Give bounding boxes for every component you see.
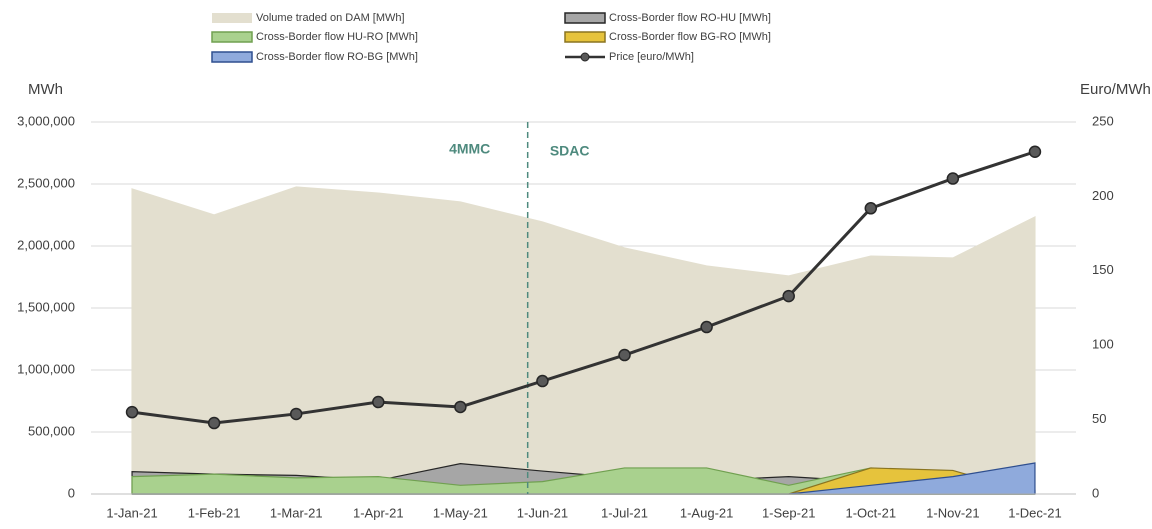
- price-line: [131, 150, 1036, 425]
- x-tick-label: 1-Sep-21: [762, 505, 815, 520]
- x-tick-label: 1-Nov-21: [926, 505, 979, 520]
- price-marker: [454, 400, 467, 414]
- price-marker: [207, 416, 221, 430]
- legend-label: Cross-Border flow BG-RO [MWh]: [609, 31, 771, 43]
- y-tick-label: 0: [68, 485, 75, 500]
- annotation: 4MMC: [449, 141, 490, 157]
- legend-swatch: [564, 31, 606, 43]
- y2-tick-label: 0: [1092, 485, 1099, 500]
- legend-swatch: [212, 13, 252, 23]
- legend-swatch: [580, 52, 590, 62]
- y2-tick-label: 200: [1092, 188, 1114, 203]
- y-tick-label: 1,500,000: [17, 299, 75, 314]
- legend-label: Volume traded on DAM [MWh]: [256, 12, 405, 24]
- price-marker: [782, 289, 795, 303]
- x-tick-label: 1-Aug-21: [680, 505, 733, 520]
- x-tick-label: 1-Feb-21: [188, 505, 241, 520]
- y-tick-label: 3,000,000: [17, 113, 75, 128]
- y2-tick-label: 150: [1092, 262, 1114, 277]
- y2-axis-title: Euro/MWh: [1080, 81, 1151, 98]
- price-marker: [125, 405, 139, 419]
- legend-label: Cross-Border flow RO-BG [MWh]: [256, 51, 418, 63]
- x-tick-label: 1-Dec-21: [1008, 505, 1061, 520]
- legend-swatch: [211, 31, 253, 43]
- price-marker: [1028, 145, 1042, 159]
- x-tick-label: 1-Jul-21: [601, 505, 648, 520]
- y2-tick-label: 50: [1092, 411, 1106, 426]
- y-tick-label: 2,000,000: [17, 237, 75, 252]
- price-marker: [618, 348, 631, 362]
- y2-tick-label: 100: [1092, 337, 1114, 352]
- y2-tick-label: 250: [1092, 113, 1114, 128]
- area: [131, 186, 1036, 495]
- y-tick-label: 2,500,000: [17, 175, 75, 190]
- price-marker: [536, 374, 549, 388]
- price-marker: [372, 395, 385, 409]
- legend-label: Cross-Border flow RO-HU [MWh]: [609, 12, 771, 24]
- x-tick-label: 1-May-21: [433, 505, 488, 520]
- x-tick-label: 1-Apr-21: [353, 505, 404, 520]
- price-marker: [946, 172, 960, 185]
- y-tick-label: 500,000: [28, 423, 75, 438]
- legend-label: Price [euro/MWh]: [609, 51, 694, 63]
- y-tick-label: 1,000,000: [17, 361, 75, 376]
- x-tick-label: 1-Oct-21: [846, 505, 897, 520]
- price-marker: [700, 320, 713, 334]
- x-tick-label: 1-Mar-21: [270, 505, 323, 520]
- legend-swatch: [211, 51, 253, 63]
- legend-swatch: [564, 12, 606, 24]
- legend-label: Cross-Border flow HU-RO [MWh]: [256, 31, 418, 43]
- x-tick-label: 1-Jan-21: [106, 505, 157, 520]
- annotation: SDAC: [550, 143, 590, 159]
- price-marker: [864, 202, 878, 215]
- y-axis-title: MWh: [28, 81, 63, 98]
- price-marker: [289, 407, 303, 421]
- x-tick-label: 1-Jun-21: [517, 505, 568, 520]
